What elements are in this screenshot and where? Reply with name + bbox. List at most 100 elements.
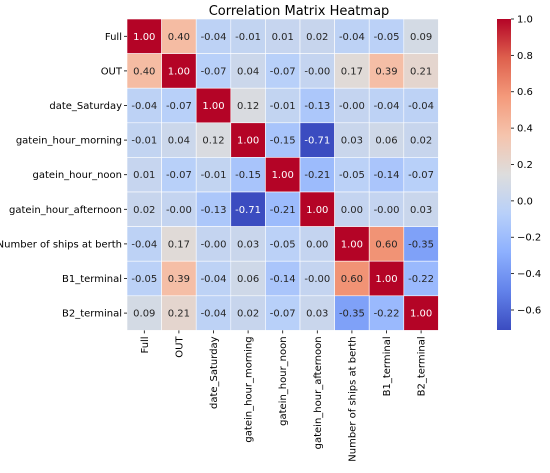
cell-value-label: 1.00	[306, 205, 328, 216]
cell-value-label: -0.07	[201, 66, 227, 77]
cell-value-label: 0.09	[410, 32, 432, 43]
cell-value-label: -0.13	[304, 101, 330, 112]
cell-value-label: 0.21	[410, 66, 432, 77]
row-labels: Full OUT date_Saturday gatein_hour_morningg…	[0, 32, 127, 320]
heatmap-cell	[161, 87, 197, 124]
colorbar-tick-label: 0.4	[517, 124, 533, 135]
heatmap-cell	[403, 191, 439, 227]
heatmap-cell	[403, 157, 439, 193]
heatmap-cell	[126, 226, 162, 262]
column-label: gatein_hour_morning	[244, 336, 255, 442]
cell-value-label: 0.40	[133, 66, 155, 77]
cell-value-label: 0.02	[133, 205, 155, 216]
cell-value-label: -0.15	[235, 170, 261, 181]
colorbar-tick-label: −0.6	[517, 305, 541, 316]
cell-value-label: -0.05	[270, 239, 296, 250]
cell-value-label: 0.02	[410, 136, 432, 147]
heatmap-cell	[334, 295, 370, 331]
cell-value-label: 1.00	[202, 101, 224, 112]
heatmap-cell	[126, 260, 162, 297]
cell-value-label: 0.40	[168, 32, 190, 43]
heatmap-cell	[334, 53, 370, 89]
heatmap-cell	[334, 260, 370, 297]
cell-value-label: -0.04	[339, 32, 365, 43]
heatmap-cell	[265, 191, 301, 227]
cell-value-label: -0.04	[201, 274, 227, 285]
cell-value-label: -0.05	[374, 32, 400, 43]
heatmap-cell	[161, 122, 197, 158]
cell-value-label: -0.04	[408, 101, 434, 112]
colorbar-tick-label: 1.0	[517, 15, 533, 26]
heatmap-cell	[161, 295, 197, 331]
colorbar-tick-label: 0.0	[517, 196, 533, 207]
cell-value-label: -0.35	[408, 239, 434, 250]
heatmap-cell	[126, 18, 162, 54]
cell-value-label: -0.22	[374, 309, 400, 320]
cell-value-label: 0.04	[168, 136, 190, 147]
cell-value-label: 1.00	[133, 32, 155, 43]
cell-value-label: -0.14	[270, 274, 296, 285]
heatmap-cell	[299, 191, 335, 227]
cell-value-label: -0.21	[270, 205, 296, 216]
cell-value-label: -0.13	[201, 205, 227, 216]
heatmap-cell	[403, 53, 439, 89]
cell-value-label: -0.01	[131, 136, 157, 147]
column-label: Full	[140, 336, 151, 353]
cell-value-label: -0.15	[270, 136, 296, 147]
column-labels: Full OUT date_Saturday gatein_hour_morning g…	[140, 330, 428, 462]
cell-value-label: -0.01	[270, 101, 296, 112]
heatmap-cell	[126, 157, 162, 193]
heatmap-cell	[299, 260, 335, 297]
cell-value-label: 0.17	[168, 239, 190, 250]
cell-value-label: 0.12	[202, 136, 224, 147]
heatmap-cell	[403, 260, 439, 297]
cell-value-label: -0.01	[235, 32, 261, 43]
heatmap-cell	[161, 18, 197, 54]
heatmap-cell	[195, 260, 232, 297]
cell-value-label: -0.71	[235, 205, 261, 216]
cell-value-label: 1.00	[341, 239, 363, 250]
cell-value-label: 0.03	[410, 205, 432, 216]
heatmap-cell	[161, 191, 197, 227]
row-label: Number of ships at berth	[0, 239, 122, 250]
heatmap-cell	[195, 295, 232, 331]
heatmap-cell	[403, 295, 439, 331]
heatmap-cell	[299, 295, 335, 331]
heatmap-cell	[265, 87, 301, 124]
cell-value-label: -0.04	[201, 32, 227, 43]
cell-value-label: 0.12	[237, 101, 259, 112]
colorbar-gradient	[497, 19, 511, 330]
colorbar-tick-label: 0.8	[517, 51, 533, 62]
heatmap-cell	[126, 191, 162, 227]
column-label: B1_terminal	[382, 336, 393, 396]
cell-value-label: -0.05	[131, 274, 157, 285]
cell-value-label: 0.60	[341, 274, 363, 285]
column-label: gatein_hour_afternoon	[313, 336, 324, 449]
cell-value-label: -0.04	[374, 101, 400, 112]
column-label: date_Saturday	[209, 336, 220, 409]
cell-value-label: 0.00	[341, 205, 363, 216]
cell-value-label: 1.00	[375, 274, 397, 285]
cell-value-label: 0.03	[341, 136, 363, 147]
cell-value-label: -0.00	[201, 239, 227, 250]
heatmap-cell	[265, 295, 301, 331]
heatmap-cell	[195, 53, 232, 89]
colorbar-tick-label: 0.2	[517, 160, 533, 171]
heatmap-cell	[403, 87, 439, 124]
cell-value-label: 0.06	[237, 274, 259, 285]
heatmap-cell	[334, 87, 370, 124]
cell-value-label: -0.07	[270, 66, 296, 77]
cell-value-label: -0.00	[374, 205, 400, 216]
cell-value-label: -0.07	[166, 170, 192, 181]
cell-value-label: -0.04	[131, 101, 157, 112]
cell-value-label: 0.60	[375, 239, 397, 250]
colorbar-tick-label: −0.2	[517, 233, 541, 244]
colorbar: 1.0 0.8 0.6 0.4 0.2 0.0 −0.2 −0.4 −0.6	[497, 15, 541, 330]
heatmap-cell	[403, 122, 439, 158]
column-label: OUT	[174, 336, 185, 358]
heatmap-cell	[126, 53, 162, 89]
heatmap-cell	[299, 157, 335, 193]
cell-value-label: 1.00	[272, 170, 294, 181]
heatmap-cell	[368, 53, 405, 89]
